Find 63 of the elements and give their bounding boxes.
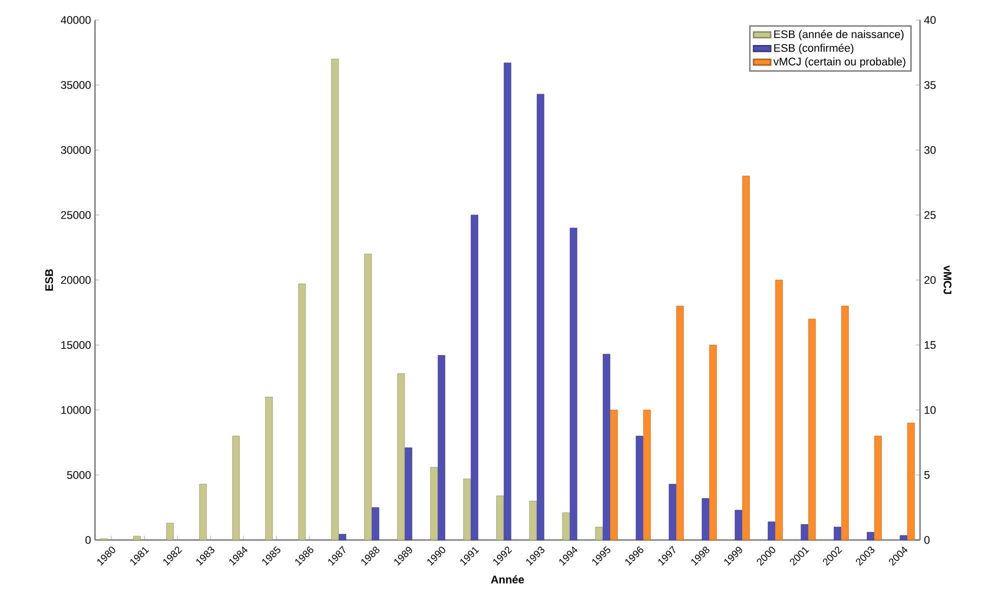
- bar: [133, 536, 141, 540]
- bar: [298, 284, 306, 540]
- bar: [536, 94, 544, 540]
- y-axis-title: ESB: [45, 269, 54, 291]
- x-axis-title: Année: [490, 575, 524, 584]
- y-tick-label: 35000: [60, 81, 91, 89]
- bar: [808, 318, 816, 540]
- legend-label: ESB (année de naissance): [774, 30, 904, 40]
- y2-tick-label: 0: [924, 536, 930, 544]
- y2-tick-label: 25: [924, 211, 936, 219]
- bar: [841, 306, 849, 540]
- bar: [166, 522, 174, 540]
- bar: [331, 58, 339, 540]
- bar: [430, 467, 438, 540]
- bar: [404, 448, 412, 540]
- bar: [907, 422, 915, 540]
- bar: [709, 344, 717, 540]
- bar: [668, 484, 676, 540]
- bar: [199, 484, 207, 540]
- y-tick-label: 20000: [61, 276, 91, 284]
- legend-label: ESB (confirmée): [774, 44, 854, 54]
- y-tick-label: 40000: [60, 16, 91, 24]
- bar: [470, 214, 478, 540]
- bar: [397, 373, 405, 540]
- bar: [364, 254, 372, 540]
- bar: [768, 522, 776, 540]
- bar: [866, 532, 874, 540]
- bar: [496, 496, 504, 540]
- y2-tick-label: 5: [924, 471, 930, 479]
- bar: [570, 228, 578, 540]
- y-tick-label: 10000: [61, 406, 91, 414]
- y2-tick-label: 30: [924, 146, 936, 154]
- bar: [676, 306, 684, 540]
- y-tick-label: 0: [85, 536, 91, 544]
- y2-axis-title: vMCJ: [944, 265, 952, 294]
- y-tick-label: 15000: [61, 341, 91, 349]
- bar: [529, 500, 537, 540]
- bar: [775, 280, 783, 540]
- bar: [372, 507, 380, 540]
- legend-label: vMCJ (certain ou probable): [773, 57, 906, 68]
- y-tick-label: 5000: [67, 471, 91, 479]
- bar: [265, 396, 273, 540]
- bar: [438, 355, 446, 540]
- bar: [338, 534, 346, 540]
- y-tick-label: 30000: [60, 146, 91, 154]
- y2-tick-label: 35: [924, 81, 936, 89]
- bar: [504, 62, 512, 540]
- bar: [562, 512, 570, 540]
- y2-tick-label: 15: [924, 341, 936, 349]
- bar: [900, 535, 908, 540]
- y2-tick-label: 10: [924, 406, 936, 414]
- bar: [232, 436, 240, 540]
- bar: [834, 526, 842, 540]
- y2-tick-label: 20: [924, 276, 936, 284]
- bar: [595, 526, 603, 540]
- bar: [463, 478, 471, 540]
- bar: [800, 524, 808, 540]
- bar: [734, 510, 742, 540]
- bar: [874, 436, 882, 540]
- y-tick-label: 25000: [61, 211, 91, 219]
- bar: [702, 498, 710, 540]
- y2-tick-label: 40: [924, 16, 936, 24]
- bar: [742, 176, 750, 540]
